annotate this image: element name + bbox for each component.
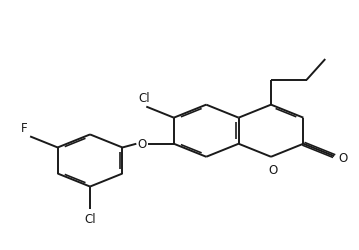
Text: O: O [137, 138, 147, 151]
Text: Cl: Cl [84, 212, 96, 225]
Text: O: O [339, 151, 348, 164]
Text: O: O [268, 163, 278, 176]
Text: Cl: Cl [139, 91, 150, 104]
Text: F: F [21, 122, 27, 135]
